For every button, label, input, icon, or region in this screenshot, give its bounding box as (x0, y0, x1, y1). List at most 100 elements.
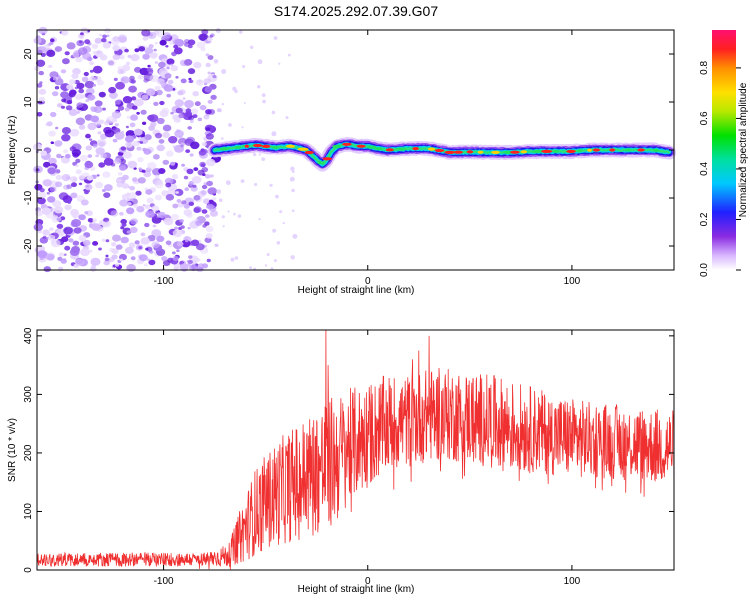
noise-blob (192, 184, 197, 188)
noise-blob (112, 45, 120, 51)
noise-blob (187, 226, 191, 230)
noise-blob (262, 99, 266, 104)
y-tick-label: 0 (23, 147, 34, 153)
noise-blob (149, 74, 160, 83)
noise-blob (78, 40, 83, 44)
noise-blob (125, 141, 134, 148)
noise-blob (100, 153, 107, 159)
noise-blob (250, 45, 254, 49)
noise-blob (150, 121, 157, 127)
noise-blob (184, 239, 189, 243)
noise-blob (84, 39, 91, 45)
noise-blob (167, 79, 174, 85)
noise-blob (128, 192, 137, 199)
noise-blob (120, 76, 130, 84)
noise-blob (56, 217, 62, 222)
noise-blob (175, 76, 179, 79)
noise-blob (55, 181, 63, 188)
noise-blob (222, 225, 225, 228)
noise-blob (146, 197, 154, 204)
noise-blob (64, 153, 71, 159)
noise-blob (242, 65, 246, 68)
noise-blob (249, 266, 253, 270)
noise-blob (36, 112, 43, 117)
noise-blob (134, 98, 144, 107)
noise-blob (102, 220, 112, 228)
noise-blob (208, 205, 217, 212)
noise-blob (48, 157, 57, 165)
noise-blob (75, 117, 86, 126)
noise-blob (159, 39, 167, 46)
noise-blob (50, 141, 54, 144)
noise-blob (203, 78, 211, 84)
signal-track (207, 137, 677, 172)
noise-blob (221, 103, 224, 106)
noise-blob (285, 116, 289, 120)
noise-blob (186, 168, 194, 175)
noise-blob (270, 267, 274, 270)
noise-blob (114, 158, 122, 164)
noise-blob (85, 133, 91, 139)
noise-blob (207, 37, 213, 42)
noise-blob (62, 58, 70, 65)
noise-blob (60, 216, 66, 221)
noise-blob (47, 234, 56, 241)
noise-blob (156, 235, 165, 242)
noise-blob (172, 251, 176, 255)
noise-blob (188, 181, 195, 186)
noise-blob (264, 264, 268, 267)
signal-hotspot (374, 147, 384, 151)
noise-blob (110, 37, 120, 46)
noise-blob (52, 91, 59, 97)
noise-blob (174, 99, 184, 107)
noise-blob (254, 182, 258, 187)
signal-hotspot (332, 144, 342, 149)
noise-blob (144, 222, 150, 228)
signal-hotspot (395, 147, 407, 151)
noise-blob (181, 239, 191, 248)
noise-blob (170, 161, 176, 166)
noise-blob (89, 69, 94, 73)
noise-blob (194, 101, 201, 107)
noise-blob (114, 131, 125, 140)
signal-hotspot (244, 144, 249, 148)
noise-blob (243, 102, 246, 104)
noise-blob (50, 111, 57, 118)
noise-blob (71, 73, 79, 79)
noise-blob (272, 228, 277, 233)
noise-blob (36, 83, 43, 88)
noise-blob (98, 141, 105, 147)
noise-blob (40, 52, 46, 57)
noise-blob (137, 157, 144, 163)
noise-blob (193, 195, 201, 201)
noise-blob (125, 125, 129, 129)
noise-blob (97, 131, 102, 135)
noise-blob (163, 84, 174, 92)
noise-blob (61, 98, 67, 103)
noise-blob (276, 241, 281, 245)
noise-blob (165, 194, 175, 201)
noise-blob (49, 186, 57, 192)
noise-blob (140, 109, 147, 115)
signal-hotspot (356, 144, 366, 148)
noise-blob (175, 107, 183, 114)
noise-blob (162, 260, 171, 266)
noise-blob (184, 59, 193, 66)
noise-blob (94, 100, 103, 107)
noise-blob (182, 97, 186, 100)
noise-blob (111, 254, 118, 260)
x-tick-label: -100 (154, 276, 174, 287)
signal-hotspot (385, 148, 394, 152)
noise-blob (205, 133, 214, 140)
noise-blob (174, 188, 184, 196)
noise-blob (105, 239, 110, 243)
noise-blob (52, 200, 62, 208)
noise-blob (151, 205, 159, 212)
noise-blob (206, 180, 214, 187)
noise-blob (122, 96, 133, 104)
noise-blob (94, 37, 103, 44)
figure-title: S174.2025.292.07.39.G07 (274, 3, 438, 19)
noise-blob (173, 117, 181, 123)
noise-blob (96, 174, 100, 177)
